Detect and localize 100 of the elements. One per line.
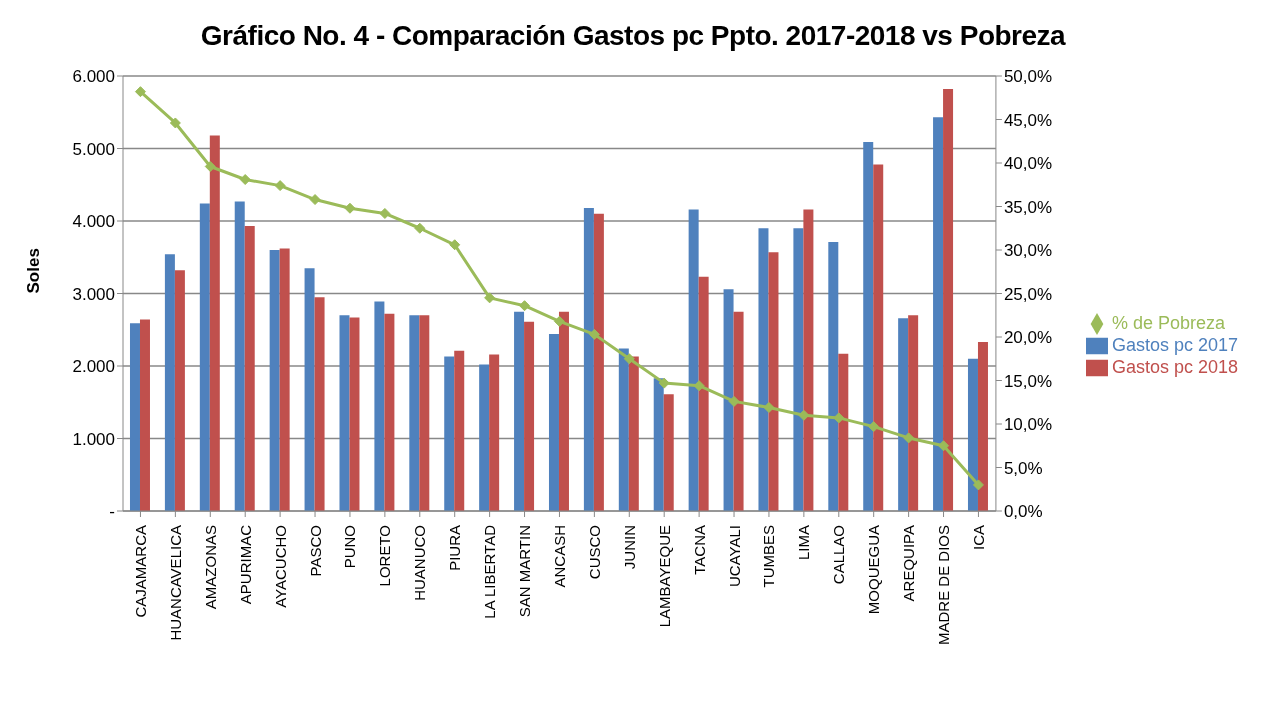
bar <box>349 317 360 511</box>
bar <box>628 356 639 511</box>
legend-label: % de Pobreza <box>1111 312 1225 333</box>
bar <box>688 209 699 511</box>
x-tick-label: LORETO <box>376 525 394 587</box>
y-axis-title: Soles <box>24 248 44 294</box>
point <box>588 328 600 340</box>
bar <box>419 315 430 511</box>
point <box>379 207 391 219</box>
point <box>623 353 635 365</box>
y-tick-label: 5.000 <box>72 139 115 159</box>
bar <box>129 323 140 511</box>
bar <box>199 203 210 511</box>
x-tick-label: SAN MARTIN <box>516 525 534 618</box>
y2-tick-label: 15,0% <box>1003 371 1053 391</box>
x-tick-label: TUMBES <box>760 525 778 588</box>
point <box>309 194 321 206</box>
y2-tick-label: 5,0% <box>1003 458 1043 478</box>
x-tick-label: AYACUCHO <box>271 525 289 608</box>
point <box>134 86 146 98</box>
y-tick-label: - <box>109 502 115 522</box>
x-tick-label: HUANUCO <box>411 525 429 601</box>
bar <box>174 270 185 511</box>
x-tick-label: CAJAMARCA <box>131 525 149 618</box>
bar <box>723 289 734 511</box>
bar <box>698 276 709 511</box>
legend-label: Gastos pc 2017 <box>1111 334 1238 355</box>
y-tick-label: 3.000 <box>72 284 115 304</box>
bar <box>593 213 604 511</box>
x-tick-label: LA LIBERTAD <box>481 524 499 619</box>
y2-tick-label: 10,0% <box>1003 415 1053 435</box>
x-tick-label: AMAZONAS <box>201 525 219 610</box>
y2-tick-label: 45,0% <box>1003 110 1053 130</box>
bar <box>409 315 420 511</box>
bar <box>304 268 315 511</box>
point <box>938 440 950 452</box>
x-tick-label: PIURA <box>446 525 464 571</box>
x-tick-label: UCAYALI <box>725 525 743 587</box>
bar <box>374 301 385 511</box>
x-tick-label: MADRE DE DIOS <box>935 525 953 646</box>
point <box>553 315 565 327</box>
bar <box>384 313 395 511</box>
bar <box>269 250 280 511</box>
bar <box>164 254 175 511</box>
point <box>833 412 845 424</box>
bar <box>758 228 769 511</box>
point <box>658 377 670 389</box>
bar <box>279 248 290 511</box>
bar <box>454 350 465 511</box>
x-tick-label: JUNIN <box>620 525 638 570</box>
bar <box>618 348 629 511</box>
point <box>903 432 915 444</box>
bar <box>768 252 779 511</box>
point <box>763 401 775 413</box>
bar <box>793 228 804 511</box>
point <box>274 180 286 192</box>
x-tick-label: PUNO <box>341 525 359 569</box>
x-tick-label: APURIMAC <box>236 524 254 605</box>
point <box>169 117 181 129</box>
bar <box>838 353 849 511</box>
bar <box>558 311 569 511</box>
bar <box>943 89 954 511</box>
bar <box>139 319 150 511</box>
x-tick-label: ICA <box>969 525 987 551</box>
bar <box>244 226 255 511</box>
point <box>519 300 531 312</box>
bar <box>209 135 220 511</box>
y-tick-label: 6.000 <box>72 67 115 87</box>
bar <box>339 315 350 511</box>
bar <box>444 356 455 511</box>
bar <box>514 311 525 511</box>
x-tick-label: LIMA <box>795 525 813 561</box>
point <box>484 292 496 304</box>
bar <box>908 315 919 511</box>
bar <box>234 201 245 511</box>
chart-title: Gráfico No. 4 - Comparación Gastos pc Ppto. 2017-2018 vs Pobreza <box>199 20 1067 52</box>
x-tick-label: HUANCAVELICA <box>166 525 184 641</box>
point <box>728 395 740 407</box>
point <box>693 380 705 392</box>
bar <box>653 378 664 511</box>
bar <box>663 394 674 511</box>
point <box>204 160 216 172</box>
legend-label: Gastos pc 2018 <box>1111 357 1238 378</box>
bar <box>933 117 944 511</box>
x-tick-label: AREQUIPA <box>900 525 918 602</box>
bar <box>524 321 535 511</box>
y2-tick-label: 50,0% <box>1003 67 1053 87</box>
bar <box>548 334 559 511</box>
bar <box>583 207 594 511</box>
y2-tick-label: 25,0% <box>1003 284 1053 304</box>
bar <box>873 164 884 511</box>
y2-tick-label: 35,0% <box>1003 197 1053 217</box>
y2-tick-label: 40,0% <box>1003 154 1053 174</box>
point <box>239 174 251 186</box>
point <box>414 222 426 234</box>
y-tick-label: 1.000 <box>72 429 115 449</box>
y2-tick-label: 0,0% <box>1003 502 1043 522</box>
bar <box>489 354 500 511</box>
y-tick-label: 2.000 <box>72 357 115 377</box>
point <box>868 421 880 433</box>
